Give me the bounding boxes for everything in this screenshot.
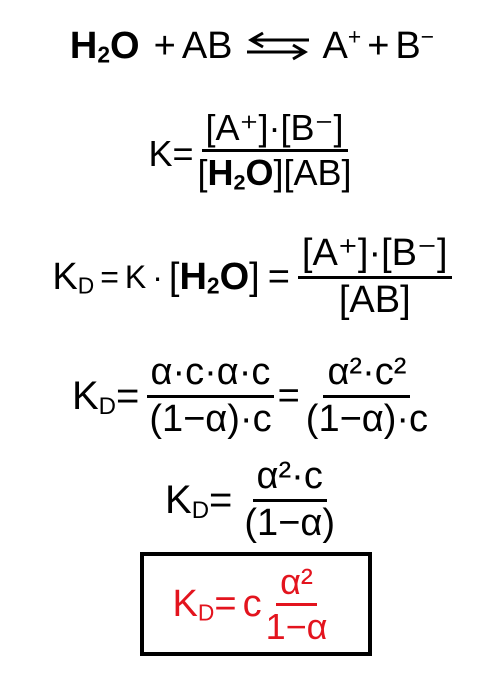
numerator-4b: α²·c² (323, 352, 411, 398)
kd-sub: D (77, 272, 95, 299)
den-o: O (245, 151, 274, 193)
numerator-5: α²·c (252, 456, 327, 502)
water-sub-3: 2 (206, 272, 220, 299)
kd-k: K (52, 255, 78, 298)
kd-numerator: [A⁺]·[B⁻] (297, 233, 452, 279)
water-h-3: H (179, 255, 207, 298)
kd-fraction: [A⁺]·[B⁻] [AB] (297, 233, 452, 321)
k-fraction: [A⁺]·[B⁻] [H2O][AB] (193, 108, 355, 192)
equals-sign-2: = (267, 255, 290, 298)
k-lhs: K= (148, 133, 194, 174)
cation: A+ (322, 22, 362, 68)
bracket-open: [ (197, 151, 208, 193)
fraction-4b: α²·c² (1−α)·c (302, 352, 432, 440)
k-denominator: [H2O][AB] (193, 152, 355, 192)
anion-charge: − (420, 22, 435, 49)
water-o: O (110, 24, 140, 67)
kd-sub-6: D (197, 599, 215, 626)
equilibrium-constant-equation: K= [A⁺]·[B⁻] [H2O][AB] (0, 96, 504, 204)
equals-sign-4b: = (277, 374, 300, 417)
kd-sub-4: D (98, 392, 116, 420)
den-rest: ][AB] (273, 151, 352, 193)
equals-sign-5: = (209, 477, 233, 522)
k-numerator: [A⁺]·[B⁻] (201, 108, 348, 152)
equilibrium-arrows-icon (246, 31, 309, 61)
kd-label-4: KD (72, 374, 116, 419)
dot-operator: · (152, 258, 163, 295)
denominator-5: (1−α) (244, 501, 335, 544)
water-concentration: [H2O] (169, 256, 260, 299)
anion: B− (395, 22, 435, 68)
kd-label-6: KD (173, 583, 215, 626)
numerator-4a: α·c·α·c (146, 352, 275, 398)
water-o-3: O (219, 255, 250, 298)
dissociation-equation: H2O + AB A+ + B− (0, 18, 504, 74)
denominator-4b: (1−α)·c (305, 397, 429, 440)
reactant-ab: AB (181, 24, 233, 67)
den-h: H (207, 151, 234, 193)
fraction-6: α² 1−α (262, 562, 332, 647)
kd-k-4: K (71, 373, 99, 418)
kd-label: KD (52, 256, 94, 299)
k-symbol: K (124, 258, 147, 295)
kd-k-5: K (165, 477, 192, 522)
final-formula: KD = c α² 1−α (0, 556, 504, 652)
cation-symbol: A (322, 24, 348, 67)
den-subscript: 2 (233, 168, 246, 194)
fraction-4a: α·c·α·c (1−α)·c (145, 352, 275, 440)
denominator-4a: (1−α)·c (149, 397, 272, 440)
c-symbol: c (242, 582, 262, 625)
water-bracket-open: [ (168, 255, 180, 298)
water-subscript: 2 (97, 41, 111, 68)
water-formula: H2O (70, 25, 140, 68)
final-formula-box (140, 552, 372, 656)
alpha-substitution-equation: KD = α·c·α·c (1−α)·c = α²·c² (1−α)·c (0, 344, 504, 448)
water-bracket-close: ] (249, 255, 260, 298)
equals-sign-4: = (115, 373, 140, 418)
dissociation-constant-definition: KD = K · [H2O] = [A⁺]·[B⁻] [AB] (0, 222, 504, 332)
water-h: H (69, 24, 98, 67)
fraction-5: α²·c (1−α) (240, 456, 339, 544)
plus-sign-2: + (367, 24, 390, 67)
denominator-6: 1−α (265, 605, 328, 647)
equals-sign: = (100, 258, 119, 295)
anion-symbol: B (395, 24, 421, 67)
equals-sign-6: = (214, 582, 237, 625)
kd-denominator: [AB] (338, 278, 411, 321)
kd-sub-5: D (191, 496, 210, 524)
simplified-equation: KD = α²·c (1−α) (0, 450, 504, 550)
cation-charge: + (347, 22, 362, 49)
kd-k-6: K (172, 582, 198, 625)
plus-sign: + (153, 24, 176, 67)
numerator-6: α² (276, 562, 317, 606)
kd-label-5: KD (165, 478, 209, 523)
